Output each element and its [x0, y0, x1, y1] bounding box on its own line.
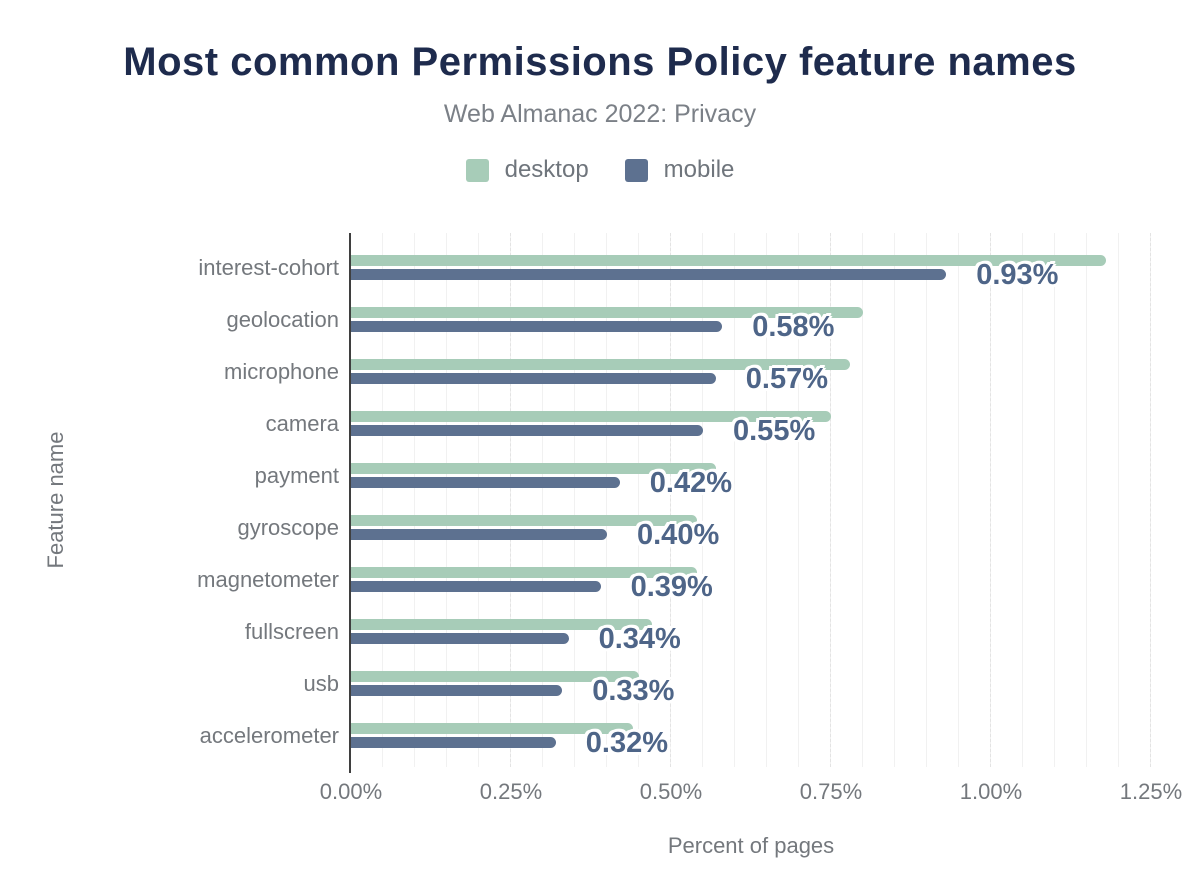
y-axis-line [349, 233, 351, 773]
category-label: magnetometer [197, 567, 339, 592]
value-label: 0.32% [585, 726, 669, 759]
category-label: microphone [224, 359, 339, 384]
bar-mobile [351, 685, 563, 696]
bar-mobile [351, 425, 703, 436]
bar-desktop [351, 567, 697, 578]
value-label: 0.40% [637, 518, 720, 551]
category-label: payment [254, 463, 339, 488]
x-axis-title: Percent of pages [667, 833, 835, 858]
x-tick-label: 0.25% [479, 779, 543, 804]
bar-desktop [351, 463, 716, 474]
gridline-major [670, 233, 671, 767]
chart-title: Most common Permissions Policy feature n… [123, 40, 1077, 84]
x-tick-label: 0.75% [799, 779, 863, 804]
chart-subtitle: Web Almanac 2022: Privacy [443, 100, 757, 128]
bar-desktop [351, 411, 831, 422]
bar-desktop [351, 723, 633, 734]
bar-mobile [351, 477, 620, 488]
x-tick-label: 0.00% [319, 779, 383, 804]
category-label: accelerometer [199, 723, 339, 748]
category-label: interest-cohort [198, 255, 339, 280]
bar-desktop [351, 307, 863, 318]
x-tick-label: 1.25% [1119, 779, 1183, 804]
legend: desktop mobile [0, 156, 1200, 184]
value-label: 0.58% [752, 310, 835, 343]
bar-mobile [351, 529, 607, 540]
bar-desktop [351, 515, 697, 526]
category-label: geolocation [226, 307, 339, 332]
value-label: 0.39% [630, 570, 713, 603]
value-label: 0.42% [649, 466, 733, 499]
gridline-major [1150, 233, 1151, 767]
bar-mobile [351, 737, 556, 748]
bar-desktop [351, 359, 851, 370]
category-label: camera [265, 411, 339, 436]
x-tick-label: 1.00% [959, 779, 1023, 804]
plot-area: 0.93% 0.58% 0.57% 0.55% 0.42% 0.40% 0.39% 0.34%… [351, 233, 1151, 767]
legend-item-mobile: mobile [624, 156, 735, 184]
x-tick-label: 0.50% [639, 779, 703, 804]
bar-mobile [351, 321, 723, 332]
value-label: 0.93% [976, 258, 1059, 291]
legend-label-desktop: desktop [504, 156, 589, 183]
bar-desktop [351, 619, 652, 630]
bar-mobile [351, 269, 947, 280]
bar-mobile [351, 373, 716, 384]
category-label: fullscreen [244, 619, 339, 644]
bar-mobile [351, 581, 601, 592]
value-label: 0.55% [733, 414, 816, 447]
category-label: usb [303, 671, 339, 696]
value-label: 0.33% [592, 674, 675, 707]
bar-desktop [351, 671, 639, 682]
value-label: 0.57% [745, 362, 829, 395]
bar-desktop [351, 255, 1107, 266]
legend-item-desktop: desktop [465, 156, 589, 184]
legend-label-mobile: mobile [663, 156, 735, 183]
legend-swatch-desktop [465, 158, 489, 182]
gridline-major [830, 233, 831, 767]
value-label: 0.34% [598, 622, 681, 655]
category-label: gyroscope [237, 515, 339, 540]
legend-swatch-mobile [624, 158, 648, 182]
bar-mobile [351, 633, 569, 644]
category-labels: interest-cohort geolocation microphone came… [0, 233, 339, 767]
gridline-major [990, 233, 991, 767]
gridline-major [510, 233, 511, 767]
x-axis-ticks: 0.00% 0.25% 0.50% 0.75% 1.00% 1.25% [320, 779, 1182, 805]
